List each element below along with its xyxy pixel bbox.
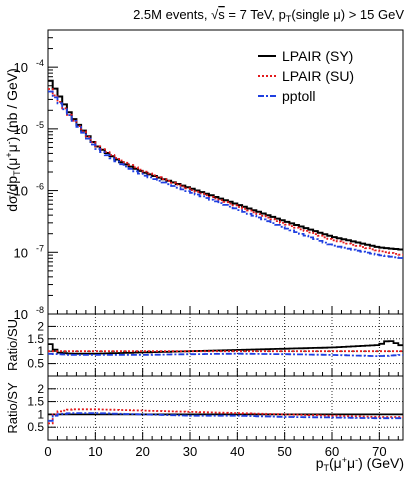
legend: LPAIR (SY) LPAIR (SU) pptoll [258, 48, 354, 104]
y-axis-label: dσ/dpT(μ+μ-) (nb / GeV) [4, 68, 22, 212]
ratio-su-ticks: 0.511.52 [27, 314, 403, 376]
legend-label-lpair-sy: LPAIR (SY) [282, 48, 353, 64]
ratio-sy-series-1 [48, 408, 403, 425]
main-y-tick-exp: -4 [36, 58, 44, 68]
x-tick-labels: 0 10 20 30 40 50 60 70 [44, 444, 386, 459]
main-y-tick-label: 10 -6 [14, 182, 44, 199]
ratio-sy-series [48, 408, 403, 425]
ratio-su-y-tick-label: 1.5 [27, 332, 44, 346]
main-y-tick-label: 10 -8 [14, 305, 44, 322]
main-y-tick-label: 10 -7 [14, 243, 44, 260]
x-axis-label: pT(μ+μ-) (GeV) [316, 455, 404, 473]
main-y-tick-label: 10 -5 [14, 120, 44, 137]
main-y-tick-exp: -8 [36, 305, 44, 315]
ratio-sy-series-2 [48, 412, 403, 422]
main-y-tick-base: 10 [14, 245, 28, 260]
ratio-su-series [48, 340, 403, 357]
x-tick-label: 40 [230, 444, 244, 459]
main-y-tick-exp: -7 [36, 243, 44, 253]
ratio-su-y-tick-label: 2 [37, 319, 44, 333]
ratio-sy-y-tick-label: 2 [37, 382, 44, 396]
main-y-tick-base: 10 [14, 307, 28, 322]
main-series-0 [48, 79, 403, 251]
legend-label-lpair-su: LPAIR (SU) [282, 68, 354, 84]
main-series [48, 79, 403, 259]
x-tick-label: 0 [44, 444, 51, 459]
x-tick-label: 20 [135, 444, 149, 459]
ratio-su-frame [47, 313, 404, 377]
ratio-su-y-tick-label: 0.5 [27, 357, 44, 371]
main-ticks: 10 -4 10 -5 10 -6 10 -7 10 -8 [14, 29, 399, 322]
x-tick-label: 50 [277, 444, 291, 459]
x-tick-label: 10 [88, 444, 102, 459]
x-tick-label: 30 [183, 444, 197, 459]
main-y-tick-base: 10 [14, 122, 28, 137]
ratio-su-series-0 [48, 340, 403, 355]
main-y-tick-base: 10 [14, 60, 28, 75]
ratio-sy-frame [47, 375, 404, 441]
ratio-su-label: Ratio/SU [5, 319, 20, 371]
main-y-tick-exp: -5 [36, 120, 44, 130]
main-y-tick-label: 10 -4 [14, 58, 44, 75]
main-series-1 [48, 88, 403, 256]
ratio-sy-label: Ratio/SY [5, 382, 20, 434]
x-tick-label: 60 [325, 444, 339, 459]
legend-label-pptoll: pptoll [282, 88, 315, 104]
main-y-tick-base: 10 [14, 184, 28, 199]
x-tick-label: 70 [372, 444, 386, 459]
chart-title: 2.5M events, √s = 7 TeV, pT(single μ) > … [133, 7, 404, 24]
ratio-sy-y-tick-label: 1 [37, 407, 44, 421]
ratio-sy-y-tick-label: 0.5 [27, 420, 44, 434]
ratio-su-y-tick-label: 1 [37, 344, 44, 358]
ratio-sy-y-tick-label: 1.5 [27, 395, 44, 409]
main-y-tick-exp: -6 [36, 182, 44, 192]
main-series-2 [48, 90, 403, 259]
ratio-sy-ticks: 0.511.52 [27, 376, 403, 440]
